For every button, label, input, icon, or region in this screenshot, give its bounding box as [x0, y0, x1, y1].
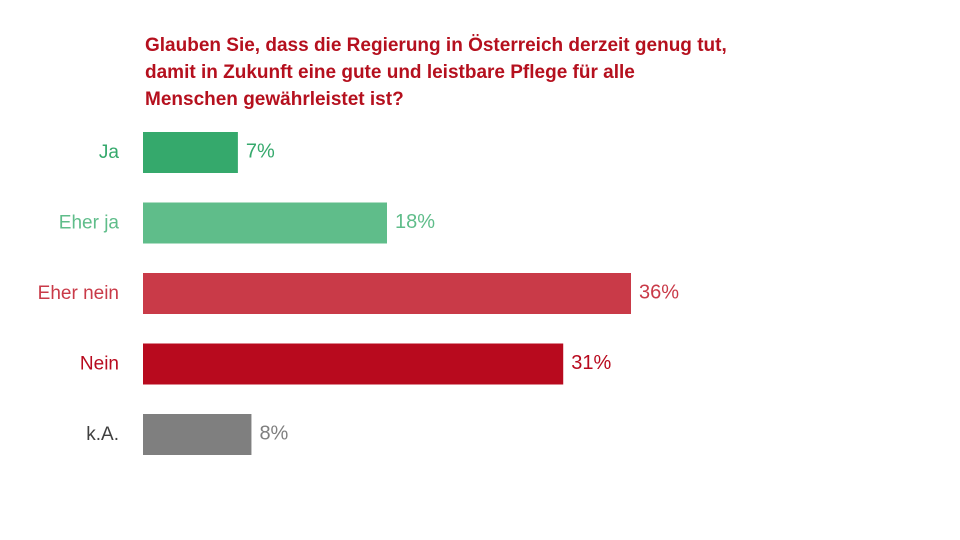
chart-title-line-2: damit in Zukunft eine gute und leistbare…	[145, 62, 635, 83]
value-label-nein: 31%	[571, 352, 611, 374]
category-label-nein: Nein	[80, 354, 119, 375]
bar-nein	[143, 343, 564, 385]
category-label-k-a: k.A.	[86, 424, 119, 445]
value-label-ja: 7%	[246, 141, 275, 163]
value-label-k-a: 8%	[259, 423, 288, 445]
category-labels-group: Ja Eher ja Eher nein Nein k.A.	[38, 142, 120, 445]
category-label-ja: Ja	[99, 142, 120, 163]
chart-title: Glauben Sie, dass die Regierung in Öster…	[145, 32, 845, 113]
bar-eher-nein	[143, 273, 631, 314]
bars-group	[143, 132, 631, 455]
bar-eher-ja	[143, 202, 387, 244]
value-label-eher-ja: 18%	[395, 211, 435, 233]
category-label-eher-ja: Eher ja	[59, 213, 120, 234]
bar-k-a	[143, 414, 252, 455]
value-label-eher-nein: 36%	[639, 282, 679, 304]
value-labels-group: 7% 18% 36% 31% 8%	[246, 141, 679, 445]
chart-title-line-3: Menschen gewährleistet ist?	[145, 89, 404, 110]
category-label-eher-nein: Eher nein	[38, 283, 119, 304]
bar-ja	[143, 132, 238, 173]
chart-title-line-1: Glauben Sie, dass die Regierung in Öster…	[145, 35, 727, 56]
